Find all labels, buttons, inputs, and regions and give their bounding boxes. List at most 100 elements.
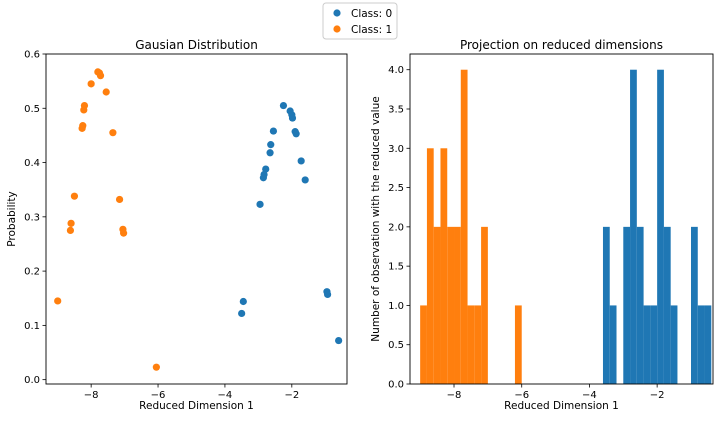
scatter-x-tick-label: −6 [151, 390, 166, 401]
scatter-point-class-0 [262, 165, 270, 173]
scatter-point-class-0 [292, 130, 300, 138]
histogram-y-tick-label: 0.0 [388, 380, 404, 391]
legend: Class: 0 Class: 1 [322, 2, 398, 40]
histogram-y-tick-label: 4.0 [388, 65, 404, 76]
scatter-point-class-0 [269, 127, 278, 135]
histogram-bar-class-0 [636, 226, 644, 384]
histogram-axes-frame [409, 53, 714, 385]
histogram-bar-class-0 [643, 305, 651, 384]
legend-marker-class-0 [333, 9, 341, 17]
histogram-bar-class-0 [630, 69, 637, 384]
histogram-bar-class-1 [433, 226, 441, 384]
histogram-y-tick-label: 1.0 [388, 301, 404, 312]
histogram-bar-class-1 [426, 148, 434, 384]
histogram-x-ticks: −8 −6 −4 −2 [447, 384, 665, 401]
histogram-y-tick-label: 3.5 [388, 105, 404, 116]
scatter-point-class-0 [279, 101, 288, 110]
histogram-x-tick-label: −6 [514, 390, 529, 401]
scatter-chart-title: Gausian Distribution [135, 38, 258, 52]
scatter-point-class-0 [335, 336, 343, 345]
scatter-point-class-0 [288, 114, 297, 122]
scatter-y-tick-label: 0.6 [24, 50, 40, 61]
histogram-y-tick-label: 3.0 [388, 144, 404, 155]
scatter-point-class-1 [115, 195, 124, 204]
histogram-bar-class-1 [481, 226, 488, 384]
scatter-y-ticks: 0.0 0.1 0.2 0.3 0.4 0.5 0.6 [24, 50, 46, 386]
scatter-marks [54, 68, 343, 371]
histogram-y-tick-label: 2.0 [388, 222, 404, 233]
scatter-x-tick-label: −4 [218, 390, 233, 401]
legend-label-class-0: Class: 0 [351, 8, 392, 20]
scatter-y-tick-label: 0.1 [24, 321, 40, 332]
histogram-bar-class-1 [467, 305, 475, 384]
scatter-point-class-1 [109, 129, 117, 137]
histogram-bars [420, 69, 712, 384]
histogram-bar-class-0 [623, 226, 631, 384]
scatter-x-tick-label: −8 [84, 390, 99, 401]
histogram-bar-class-1 [474, 305, 482, 384]
legend-marker-class-1 [333, 25, 341, 33]
histogram-bar-class-0 [697, 305, 705, 384]
histogram-bar-class-0 [657, 69, 664, 384]
scatter-y-tick-label: 0.3 [24, 212, 40, 223]
histogram-x-tick-label: −8 [447, 390, 462, 401]
histogram-x-tick-label: −4 [582, 390, 597, 401]
scatter-point-class-1 [80, 106, 88, 114]
scatter-point-class-1 [87, 80, 95, 88]
histogram-bar-class-1 [440, 148, 448, 384]
histogram-y-ticks: 0.0 0.5 1.0 1.5 2.0 2.5 3.0 3.5 4.0 [388, 65, 410, 391]
histogram-x-tick-label: −2 [650, 390, 665, 401]
scatter-point-class-1 [102, 88, 110, 96]
histogram-bar-class-0 [704, 305, 712, 384]
scatter-point-class-1 [96, 72, 105, 80]
scatter-axes-frame [45, 53, 348, 385]
legend-label-class-1: Class: 1 [351, 24, 392, 36]
scatter-y-tick-label: 0.5 [24, 104, 40, 115]
scatter-y-tick-label: 0.0 [24, 375, 40, 386]
scatter-x-ticks: −8 −6 −4 −2 [84, 384, 299, 401]
histogram-bar-class-0 [690, 226, 698, 384]
scatter-y-tick-label: 0.2 [24, 267, 40, 278]
scatter-point-class-0 [259, 174, 267, 182]
histogram-bar-class-0 [670, 305, 678, 384]
scatter-point-class-1 [67, 219, 75, 227]
scatter-point-class-0 [324, 290, 332, 299]
histogram-y-axis-label: Number of observation with the reduced v… [370, 96, 382, 341]
histogram-x-axis-label: Reduced Dimension 1 [504, 400, 619, 412]
scatter-y-axis-label: Probability [6, 191, 18, 247]
scatter-point-class-1 [66, 226, 75, 234]
histogram-bar-class-1 [447, 226, 455, 384]
scatter-point-class-0 [256, 200, 264, 208]
scatter-point-class-1 [54, 297, 62, 305]
histogram-bar-class-0 [609, 305, 617, 384]
histogram-chart-title: Projection on reduced dimensions [460, 38, 663, 52]
histogram-y-tick-label: 0.5 [388, 340, 404, 351]
scatter-point-class-0 [301, 176, 309, 184]
scatter-point-class-1 [78, 124, 86, 132]
histogram-bar-class-1 [420, 305, 427, 384]
scatter-point-class-0 [238, 309, 246, 318]
histogram-y-tick-label: 2.5 [388, 183, 404, 194]
scatter-point-class-0 [266, 149, 274, 157]
histogram-bar-class-0 [650, 305, 658, 384]
scatter-y-tick-label: 0.4 [24, 158, 40, 169]
scatter-point-class-1 [152, 363, 160, 371]
scatter-point-class-1 [119, 229, 128, 237]
scatter-point-class-0 [267, 141, 275, 149]
histogram-chart: Projection on reduced dimensions −8 −6 −4−… [370, 38, 714, 412]
scatter-point-class-0 [239, 297, 247, 306]
scatter-x-axis-label: Reduced Dimension 1 [139, 400, 254, 412]
histogram-y-tick-label: 1.5 [388, 262, 404, 273]
histogram-bar-class-0 [663, 226, 671, 384]
histogram-bar-class-1 [460, 69, 468, 384]
histogram-bar-class-1 [454, 226, 461, 384]
scatter-point-class-1 [70, 192, 79, 200]
legend-frame [322, 2, 398, 40]
scatter-point-class-0 [297, 157, 305, 165]
histogram-bar-class-0 [602, 226, 610, 384]
scatter-chart: Gausian Distribution −8 −6 −4 −2 0.00.10.20… [6, 38, 348, 412]
histogram-bar-class-1 [514, 305, 522, 384]
scatter-x-tick-label: −2 [284, 390, 299, 401]
